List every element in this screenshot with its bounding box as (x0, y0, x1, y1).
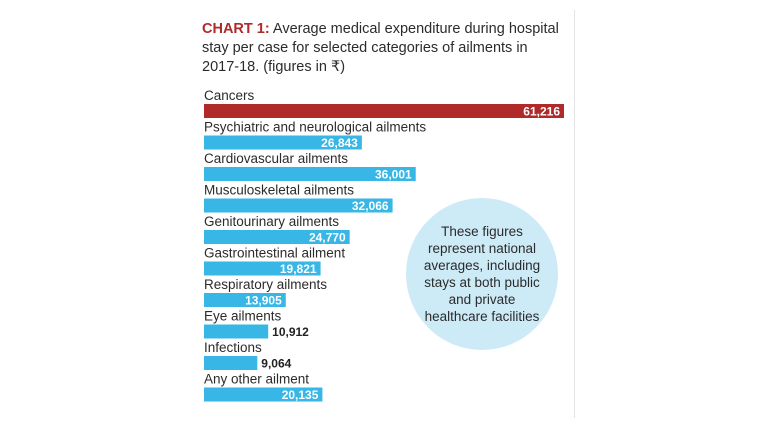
category-label: Musculoskeletal ailments (204, 183, 354, 198)
value-label: 13,905 (245, 294, 282, 308)
chart-title: CHART 1: Average medical expenditure dur… (202, 20, 564, 77)
bar (204, 230, 350, 244)
chart-title-prefix: CHART 1: (202, 21, 270, 37)
chart-card: CHART 1: Average medical expenditure dur… (196, 10, 575, 418)
value-label: 32,066 (352, 199, 389, 213)
category-label: Eye ailments (204, 309, 282, 324)
bar (204, 167, 416, 181)
bar (204, 198, 393, 213)
annotation-bubble: These figures represent national average… (406, 198, 558, 350)
category-label: Psychiatric and neurological ailments (204, 120, 426, 135)
bar-chart: Cancers 61,216 Psychiatric and neurologica… (204, 88, 564, 402)
category-label: Cardiovascular ailments (204, 151, 348, 166)
category-label: Gastrointestinal ailment (204, 246, 345, 261)
value-label: 24,770 (309, 231, 346, 245)
chart-title-text: Average medical expenditure during hospi… (202, 21, 559, 75)
value-label: 9,064 (261, 357, 291, 371)
value-label: 20,135 (282, 388, 319, 402)
bar (204, 104, 564, 118)
bar (204, 261, 321, 276)
bar (204, 387, 323, 402)
category-label: Infections (204, 340, 262, 355)
bar (204, 324, 269, 339)
value-label: 61,216 (523, 105, 560, 119)
value-label: 10,912 (272, 325, 309, 339)
bar (204, 356, 258, 370)
value-label: 36,001 (375, 168, 412, 182)
bar (204, 293, 286, 307)
category-label: Cancers (204, 88, 255, 103)
category-label: Respiratory ailments (204, 277, 327, 292)
category-label: Any other ailment (204, 372, 309, 387)
annotation-text: These figures represent national average… (423, 224, 541, 324)
bar (204, 135, 362, 150)
value-label: 26,843 (321, 136, 358, 150)
value-label: 19,821 (280, 262, 317, 276)
category-label: Genitourinary ailments (204, 214, 339, 229)
